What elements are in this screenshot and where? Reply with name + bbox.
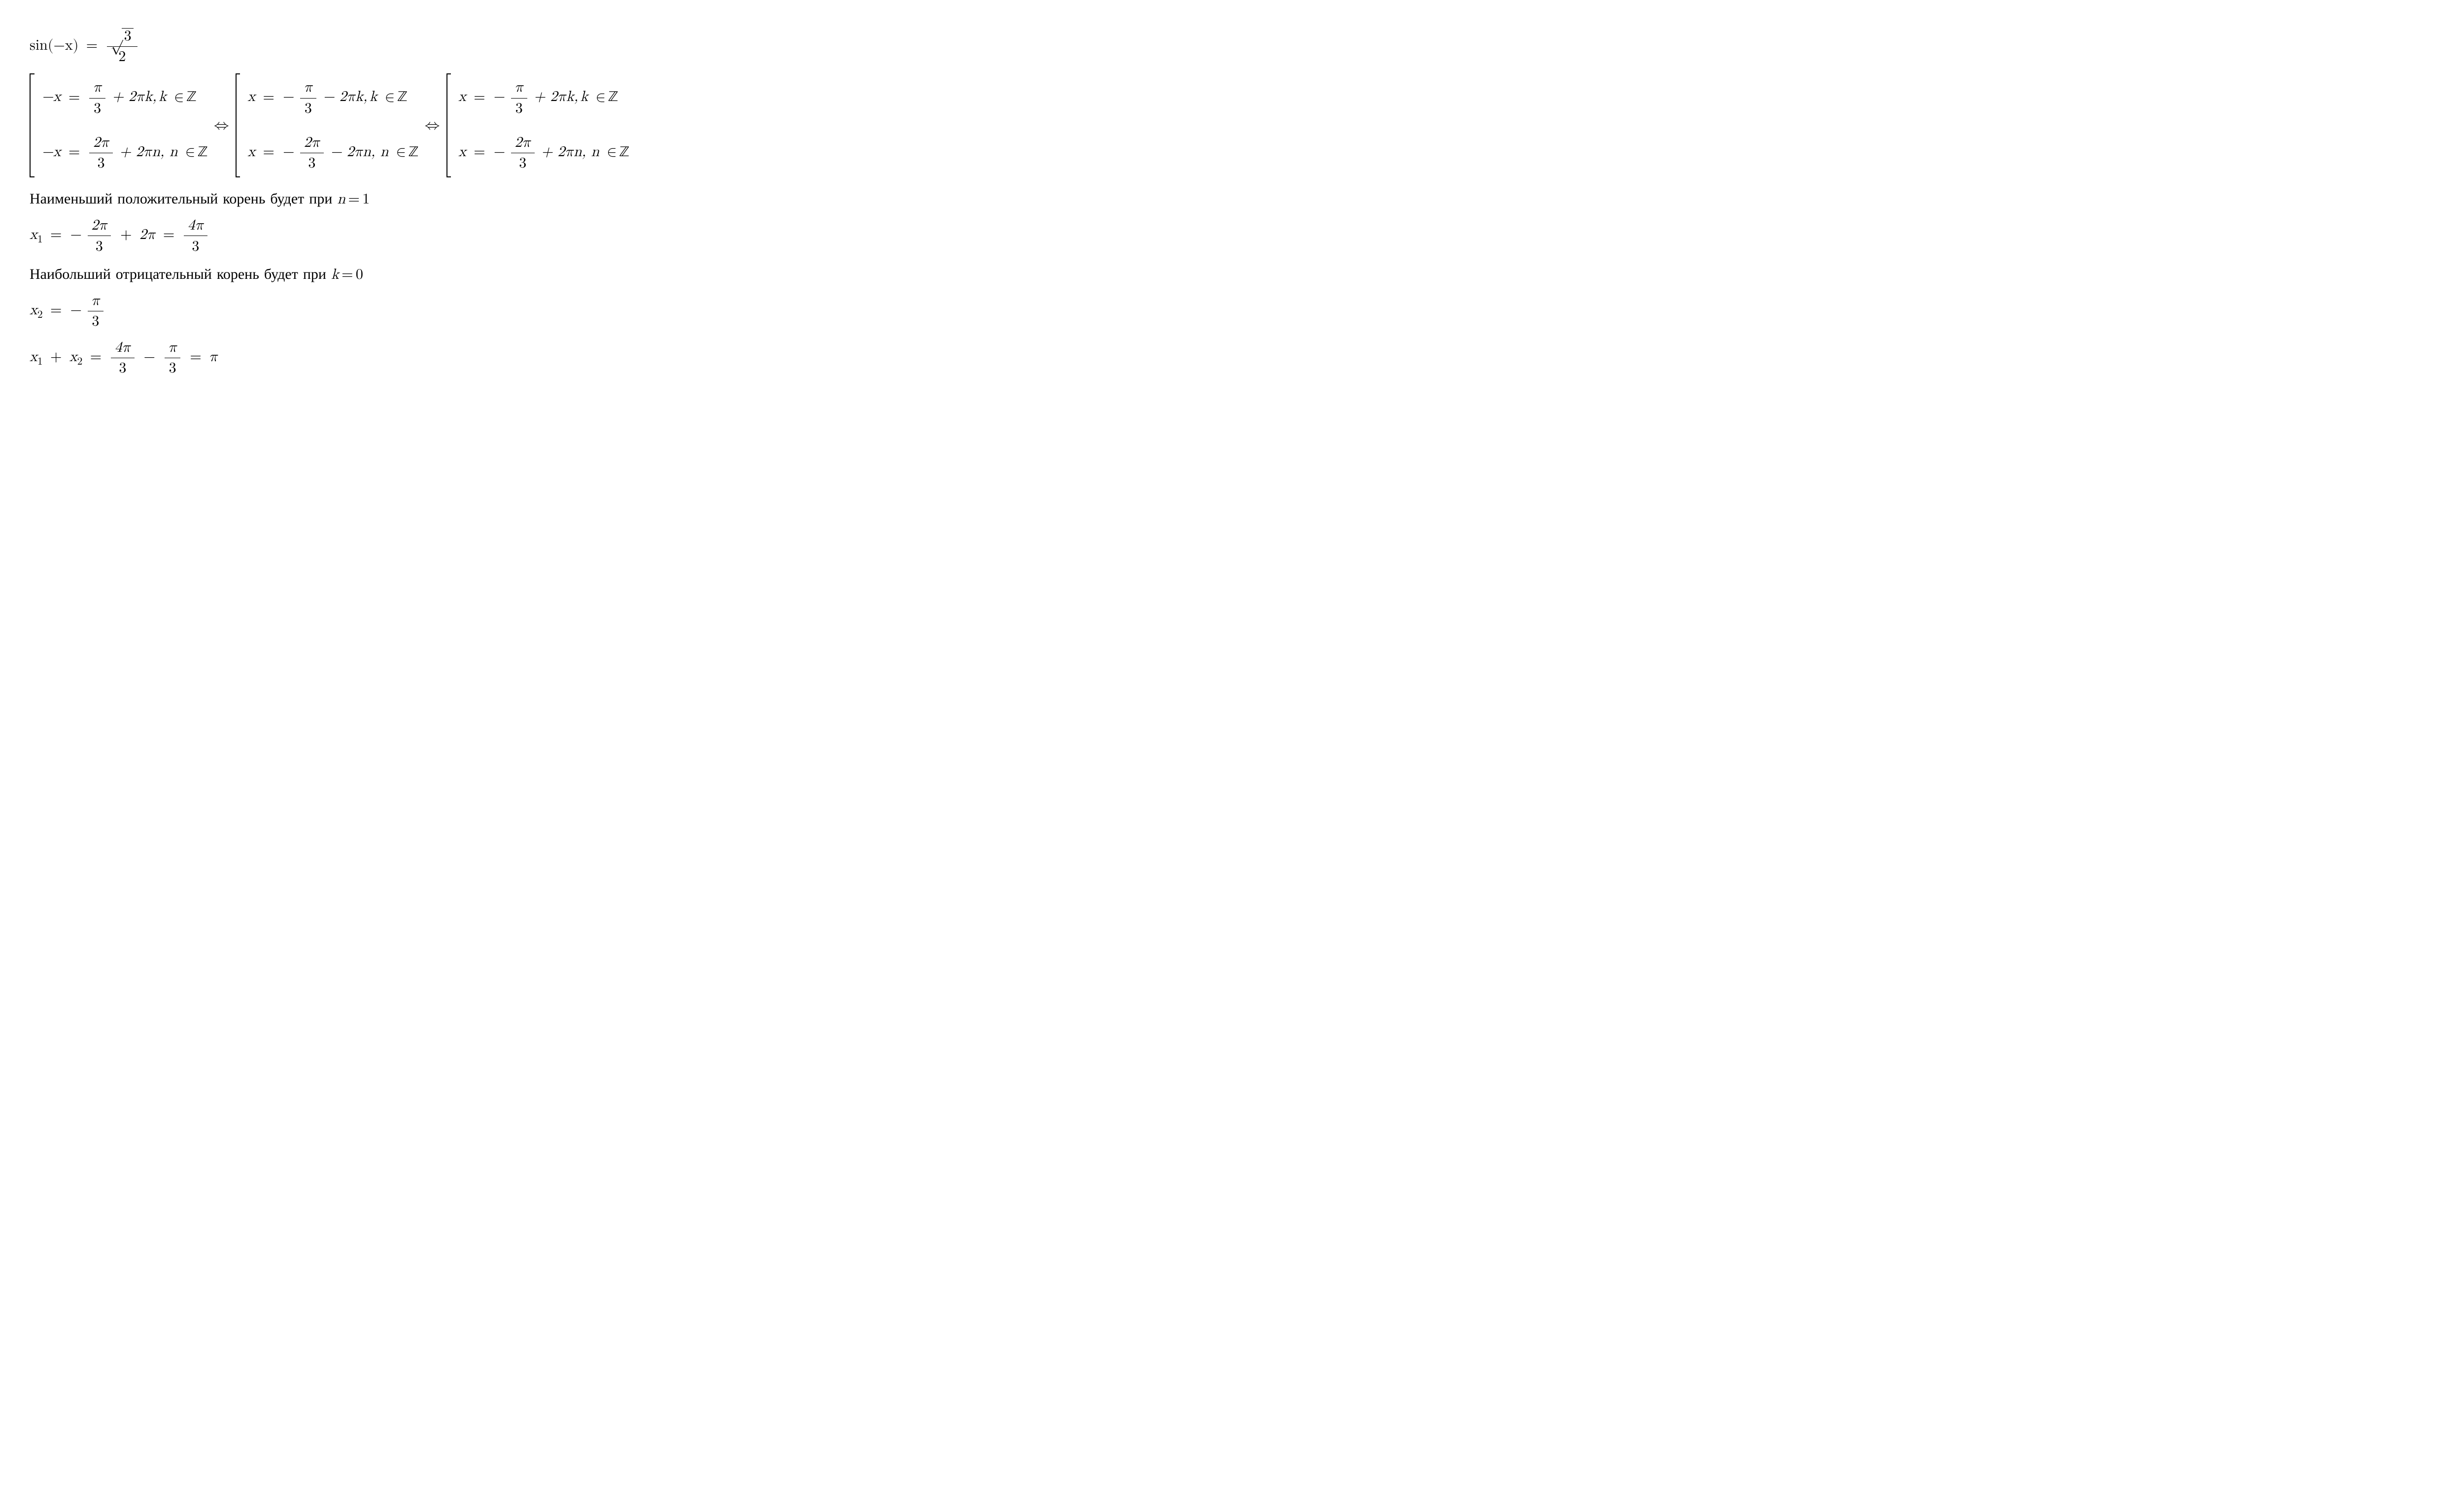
case-2b: x = − 2π3 − 2πn,n ∈ℤ (247, 133, 418, 173)
sentence-largest-negative: Наибольший отрицательный корень будет пр… (30, 263, 2434, 284)
left-bracket-icon (30, 73, 34, 177)
systems-row: −x = π3 + 2πk,k ∈ℤ −x = 2π3 + 2πn,n ∈ℤ ⇔ (30, 73, 2434, 181)
equation-x1: x1 = − 2π3 + 2π = 4π3 (30, 216, 2434, 256)
frac-sqrt3-over-2: √3 2 (107, 27, 137, 67)
equation-sum: x1 + x2 = 4π3 − π3 = π (30, 338, 2434, 378)
sqrt-radicand: 3 (122, 28, 134, 43)
equation-x2: x2 = − π3 (30, 291, 2434, 331)
case-1a: −x = π3 + 2πk,k ∈ℤ (42, 78, 207, 118)
den-2: 2 (107, 47, 137, 67)
fn-sin: sin (30, 38, 48, 53)
case-1b: −x = 2π3 + 2πn,n ∈ℤ (42, 133, 207, 173)
iff-symbol-1: ⇔ (214, 116, 229, 135)
case-3a: x = − π3 + 2πk,k ∈ℤ (458, 78, 629, 118)
left-bracket-icon (236, 73, 240, 177)
sentence-smallest-positive: Наименьший положительный корень будет пр… (30, 188, 2434, 209)
case-2a: x = − π3 − 2πk,k ∈ℤ (247, 78, 418, 118)
left-bracket-icon (446, 73, 451, 177)
system-block-2: x = − π3 − 2πk,k ∈ℤ x = − 2π3 − 2πn,n ∈ℤ (236, 73, 418, 177)
equation-line-1: sin(−x) = √3 2 (30, 27, 2434, 67)
iff-symbol-2: ⇔ (425, 116, 440, 135)
text-prefix: Наибольший отрицательный корень будет пр… (30, 262, 331, 283)
system-block-1: −x = π3 + 2πk,k ∈ℤ −x = 2π3 + 2πn,n ∈ℤ (30, 73, 207, 177)
system-block-3: x = − π3 + 2πk,k ∈ℤ x = − 2π3 + 2πn,n ∈ℤ (446, 73, 629, 177)
case-3b: x = − 2π3 + 2πn,n ∈ℤ (458, 133, 629, 173)
eq: = (86, 38, 98, 53)
text-prefix: Наименьший положительный корень будет пр… (30, 187, 337, 208)
arg-neg-x: (−x) (48, 38, 79, 53)
